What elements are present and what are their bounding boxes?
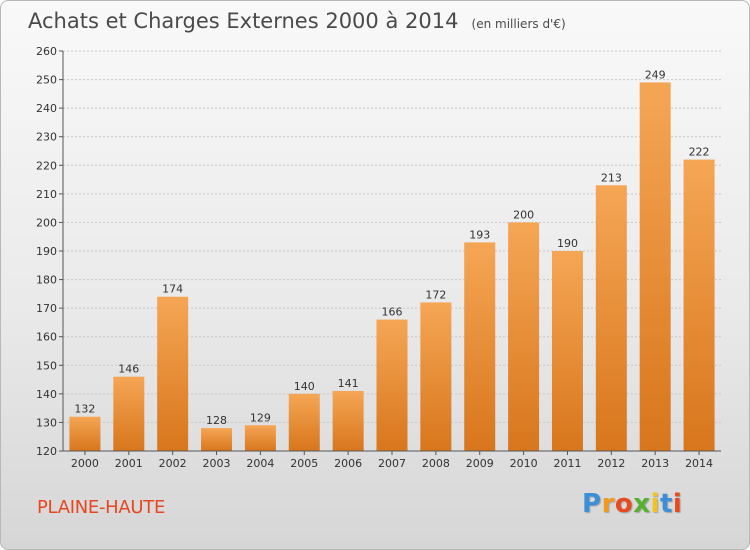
x-tick-label-2005: 2005 (290, 457, 318, 470)
data-label-2013: 249 (645, 68, 666, 81)
logo-letter: P (582, 489, 602, 519)
x-tick-label-2006: 2006 (334, 457, 362, 470)
bar-2007 (376, 319, 408, 451)
bar-2013 (639, 82, 671, 451)
x-tick-label-2008: 2008 (422, 457, 450, 470)
y-tick-label: 230 (36, 131, 57, 144)
data-label-2004: 129 (250, 411, 271, 424)
data-label-2012: 213 (601, 171, 622, 184)
bar-2008 (420, 302, 452, 451)
y-tick-label: 180 (36, 274, 57, 287)
logo-letter: x (633, 489, 651, 519)
y-tick-label: 190 (36, 245, 57, 258)
data-label-2006: 141 (338, 377, 359, 390)
x-tick-label-2002: 2002 (159, 457, 187, 470)
x-tick-label-2004: 2004 (246, 457, 274, 470)
bar-2009 (464, 242, 496, 451)
logo-letter: t (659, 489, 673, 519)
y-tick-label: 120 (36, 445, 57, 458)
y-tick-label: 260 (36, 45, 57, 58)
data-label-2005: 140 (294, 380, 315, 393)
data-label-2003: 128 (206, 414, 227, 427)
chart-title-block: Achats et Charges Externes 2000 à 2014 (… (28, 9, 566, 33)
data-label-2001: 146 (118, 363, 139, 376)
data-label-2010: 200 (513, 208, 534, 221)
x-tick-label-2009: 2009 (466, 457, 494, 470)
bar-2010 (508, 222, 540, 451)
x-tick-label-2011: 2011 (553, 457, 581, 470)
y-tick-label: 160 (36, 331, 57, 344)
bar-2004 (244, 425, 276, 451)
bar-2000 (69, 416, 101, 451)
data-label-2007: 166 (382, 306, 403, 319)
logo-letter: r (601, 489, 615, 519)
chart-title: Achats et Charges Externes 2000 à 2014 (28, 9, 459, 33)
x-tick-label-2010: 2010 (510, 457, 538, 470)
y-tick-label: 240 (36, 102, 57, 115)
y-tick-label: 220 (36, 159, 57, 172)
y-tick-label: 150 (36, 359, 57, 372)
data-label-2009: 193 (469, 228, 490, 241)
commune-name: PLAINE-HAUTE (37, 497, 166, 518)
bar-2012 (595, 185, 627, 452)
logo-letter: o (614, 489, 634, 519)
bar-2003 (201, 428, 233, 451)
bars: 132 146 174 128 129 140 141 166 172 193 200 190 213 2… (69, 68, 715, 452)
bar-2005 (288, 393, 320, 451)
x-tick-label-2003: 2003 (203, 457, 231, 470)
y-tick-label: 130 (36, 416, 57, 429)
x-tick-label-2000: 2000 (71, 457, 99, 470)
y-tick-label: 250 (36, 74, 57, 87)
logo-letter: i (672, 489, 683, 519)
y-tick-label: 170 (36, 302, 57, 315)
x-tick-label-2013: 2013 (641, 457, 669, 470)
x-tick-label-2014: 2014 (685, 457, 713, 470)
data-label-2011: 190 (557, 237, 578, 250)
proxiti-logo: Proxiti (582, 489, 682, 519)
bar-2002 (157, 296, 189, 451)
y-tick-label: 210 (36, 188, 57, 201)
x-tick-label-2012: 2012 (597, 457, 625, 470)
bar-2011 (551, 251, 583, 451)
y-tick-label: 200 (36, 216, 57, 229)
y-tick-label: 140 (36, 388, 57, 401)
data-label-2008: 172 (425, 288, 446, 301)
bar-2001 (113, 376, 145, 451)
x-tick-label-2007: 2007 (378, 457, 406, 470)
x-tick-label-2001: 2001 (115, 457, 143, 470)
chart-unit: (en milliers d'€) (471, 17, 566, 31)
data-label-2014: 222 (689, 146, 710, 159)
data-label-2002: 174 (162, 283, 183, 296)
data-label-2000: 132 (74, 403, 95, 416)
axes: 120 130 140 150 160 170 180 190 200 210 220 230 240 2… (36, 45, 721, 470)
bar-2006 (332, 391, 364, 451)
bar-2014 (683, 159, 715, 452)
logo-letter: i (650, 489, 660, 519)
